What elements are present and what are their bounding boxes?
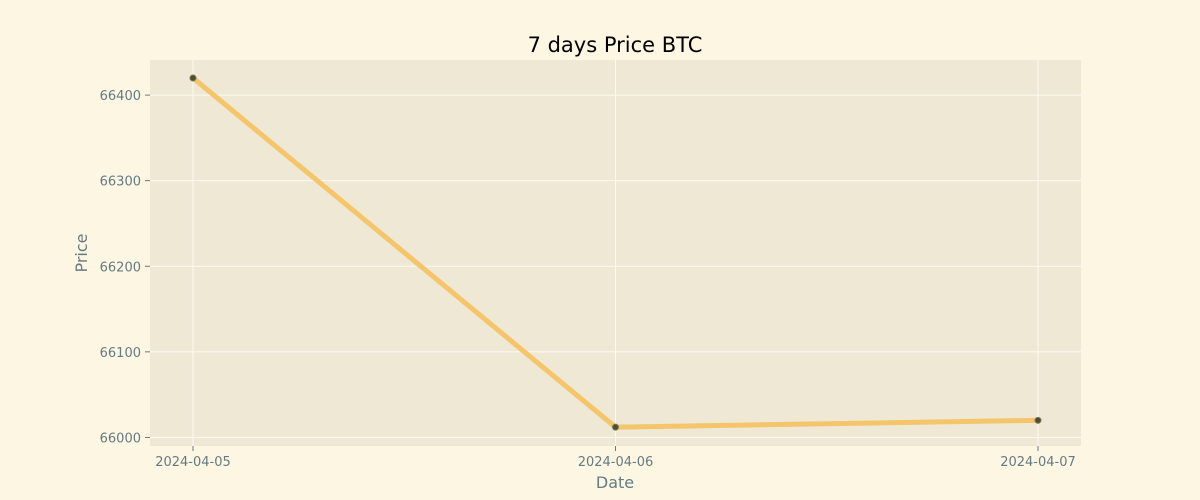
data-point-0-1 (612, 423, 619, 431)
tick-layer: 66000 66100 66200 66300 66400 2024-04-05 2024-… (100, 89, 1076, 470)
x-tick-label-0: 2024-04-05 (155, 455, 231, 470)
series-layer (189, 74, 1042, 431)
y-axis-label: Price (72, 233, 91, 272)
x-tick-label-2: 2024-04-07 (1000, 455, 1076, 470)
data-point-0-0 (189, 74, 197, 82)
x-axis-label: Date (596, 473, 634, 492)
y-tick-label-1: 66100 (100, 346, 141, 361)
y-tick-label-4: 66400 (100, 89, 141, 104)
y-tick-label-0: 66000 (100, 431, 141, 446)
grid-layer (150, 60, 1081, 446)
x-tick-label-1: 2024-04-06 (578, 455, 654, 470)
data-point-0-2 (1034, 416, 1042, 424)
y-tick-label-2: 66200 (100, 260, 141, 275)
y-tick-label-3: 66300 (100, 175, 141, 190)
chart-title: 7 days Price BTC (528, 33, 703, 57)
